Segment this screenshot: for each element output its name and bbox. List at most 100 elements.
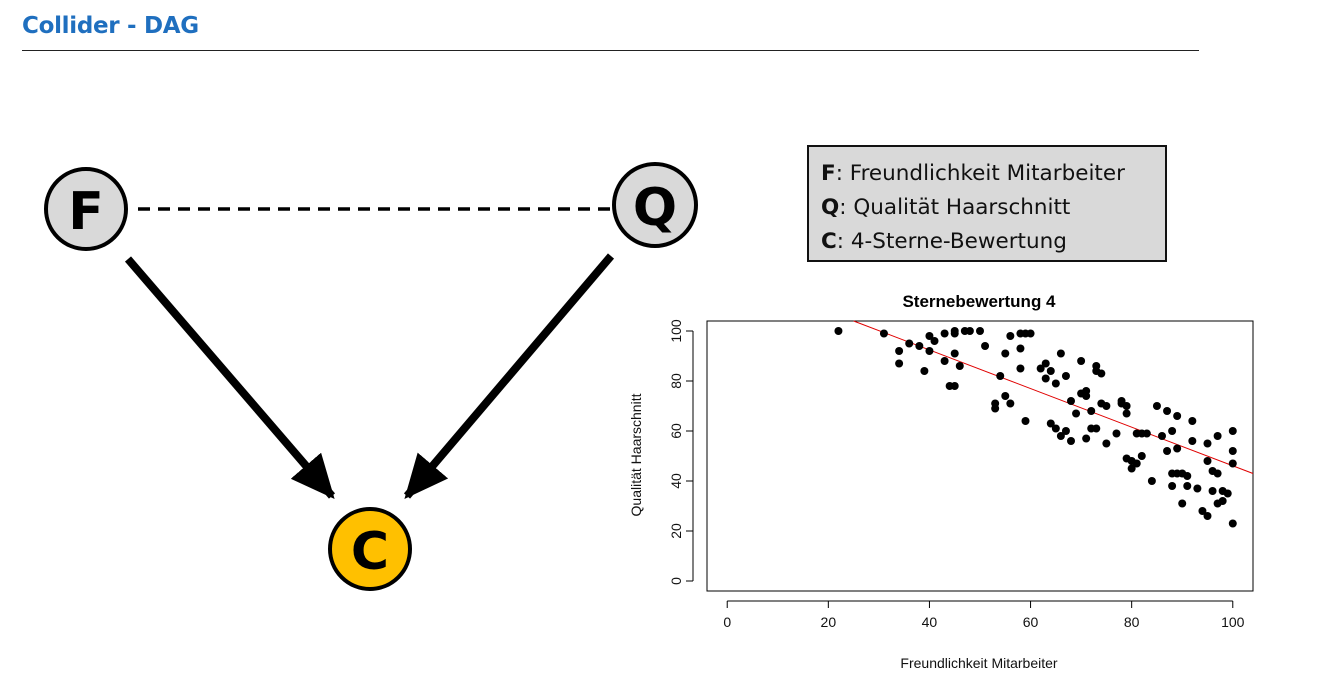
node-c-circle bbox=[328, 507, 412, 591]
legend-row-q: Q: Qualität Haarschnitt bbox=[821, 191, 1165, 225]
data-point bbox=[1228, 459, 1237, 468]
y-tick-label: 100 bbox=[668, 319, 684, 343]
data-point bbox=[1168, 427, 1177, 435]
data-point bbox=[1188, 417, 1197, 425]
edge-f-c-arrow bbox=[124, 256, 336, 500]
legend-text: 4-Sterne-Bewertung bbox=[850, 229, 1067, 254]
data-point bbox=[1102, 439, 1111, 448]
data-point bbox=[955, 362, 964, 370]
trend-line-layer bbox=[853, 320, 1254, 474]
edge-q-c-arrow bbox=[403, 253, 615, 500]
data-point bbox=[1001, 349, 1010, 358]
data-point bbox=[1117, 397, 1126, 405]
data-point bbox=[991, 399, 1000, 408]
data-point bbox=[1218, 497, 1227, 505]
node-c: C bbox=[328, 507, 412, 591]
data-point bbox=[1097, 369, 1106, 378]
data-point bbox=[1193, 484, 1202, 493]
data-point bbox=[1082, 387, 1091, 395]
data-point bbox=[1016, 364, 1025, 373]
x-tick-label: 0 bbox=[723, 614, 731, 630]
data-point bbox=[915, 342, 924, 350]
x-axis-label: Freundlichkeit Mitarbeiter bbox=[900, 655, 1058, 671]
node-f-label: F bbox=[68, 182, 104, 242]
data-point bbox=[930, 337, 939, 345]
data-point bbox=[1006, 399, 1015, 408]
data-point bbox=[1087, 407, 1096, 415]
data-point bbox=[1067, 437, 1075, 445]
data-point bbox=[1041, 359, 1050, 368]
data-point bbox=[1203, 457, 1212, 465]
legend-row-f: F: Freundlichkeit Mitarbeiter bbox=[821, 157, 1165, 191]
legend-separator: : bbox=[836, 229, 851, 254]
data-point bbox=[1122, 402, 1131, 410]
x-tick-label: 80 bbox=[1124, 614, 1140, 630]
data-point bbox=[981, 342, 990, 350]
data-point bbox=[950, 349, 959, 358]
data-point bbox=[1036, 364, 1045, 373]
data-point bbox=[925, 332, 934, 340]
x-tick-label: 60 bbox=[1023, 614, 1039, 630]
title-divider bbox=[22, 50, 1199, 51]
data-point bbox=[1051, 424, 1060, 433]
data-point bbox=[1077, 357, 1086, 365]
data-point bbox=[1228, 519, 1237, 528]
data-point bbox=[976, 327, 984, 335]
data-point bbox=[1092, 424, 1101, 433]
node-q-label: Q bbox=[633, 178, 677, 238]
data-point bbox=[1122, 409, 1131, 418]
x-tick-label: 100 bbox=[1221, 614, 1245, 630]
data-point bbox=[1067, 397, 1075, 405]
data-point bbox=[1021, 417, 1030, 425]
data-point bbox=[895, 359, 904, 368]
data-point bbox=[1228, 447, 1237, 455]
data-point bbox=[950, 327, 959, 335]
data-point bbox=[1046, 367, 1055, 375]
x-tick-label: 40 bbox=[922, 614, 938, 630]
data-point bbox=[1223, 489, 1232, 498]
data-point bbox=[1016, 344, 1025, 353]
data-point bbox=[1163, 407, 1172, 415]
data-point bbox=[1198, 507, 1207, 515]
node-c-label: C bbox=[351, 522, 389, 582]
data-point bbox=[879, 329, 888, 338]
data-point bbox=[1158, 432, 1166, 440]
data-point bbox=[905, 339, 914, 348]
data-point bbox=[1228, 427, 1237, 435]
data-point bbox=[965, 327, 974, 335]
legend-row-c: C: 4-Sterne-Bewertung bbox=[821, 225, 1165, 259]
page-title: Collider - DAG bbox=[22, 13, 199, 39]
node-f: F bbox=[44, 167, 128, 251]
chart-title: Sternebewertung 4 bbox=[902, 292, 1056, 311]
data-point bbox=[1112, 429, 1121, 438]
data-point bbox=[1137, 452, 1146, 460]
legend-box: F: Freundlichkeit Mitarbeiter Q: Qualitä… bbox=[807, 145, 1167, 262]
trend-line bbox=[853, 320, 1254, 474]
node-q: Q bbox=[612, 162, 698, 248]
legend-separator: : bbox=[839, 195, 854, 220]
data-point bbox=[1213, 469, 1222, 478]
data-point bbox=[940, 357, 949, 365]
legend-key: F bbox=[821, 161, 836, 186]
data-point bbox=[1026, 329, 1035, 338]
node-f-circle bbox=[44, 167, 128, 251]
data-point bbox=[1152, 402, 1161, 410]
legend-key: C bbox=[821, 229, 837, 254]
data-point bbox=[1102, 402, 1111, 410]
data-point bbox=[1082, 434, 1091, 443]
data-point bbox=[1203, 512, 1212, 520]
data-point bbox=[1006, 332, 1015, 340]
legend-separator: : bbox=[835, 161, 850, 186]
data-point bbox=[1173, 412, 1182, 420]
data-point bbox=[1051, 379, 1060, 388]
data-point bbox=[996, 372, 1005, 380]
data-point bbox=[1072, 409, 1081, 418]
data-point bbox=[1046, 419, 1055, 428]
data-point bbox=[1163, 447, 1172, 455]
y-tick-label: 20 bbox=[668, 523, 684, 539]
data-point bbox=[1183, 472, 1192, 480]
legend-text: Qualität Haarschnitt bbox=[853, 195, 1071, 220]
data-point bbox=[940, 329, 949, 338]
y-tick-label: 60 bbox=[668, 423, 684, 439]
